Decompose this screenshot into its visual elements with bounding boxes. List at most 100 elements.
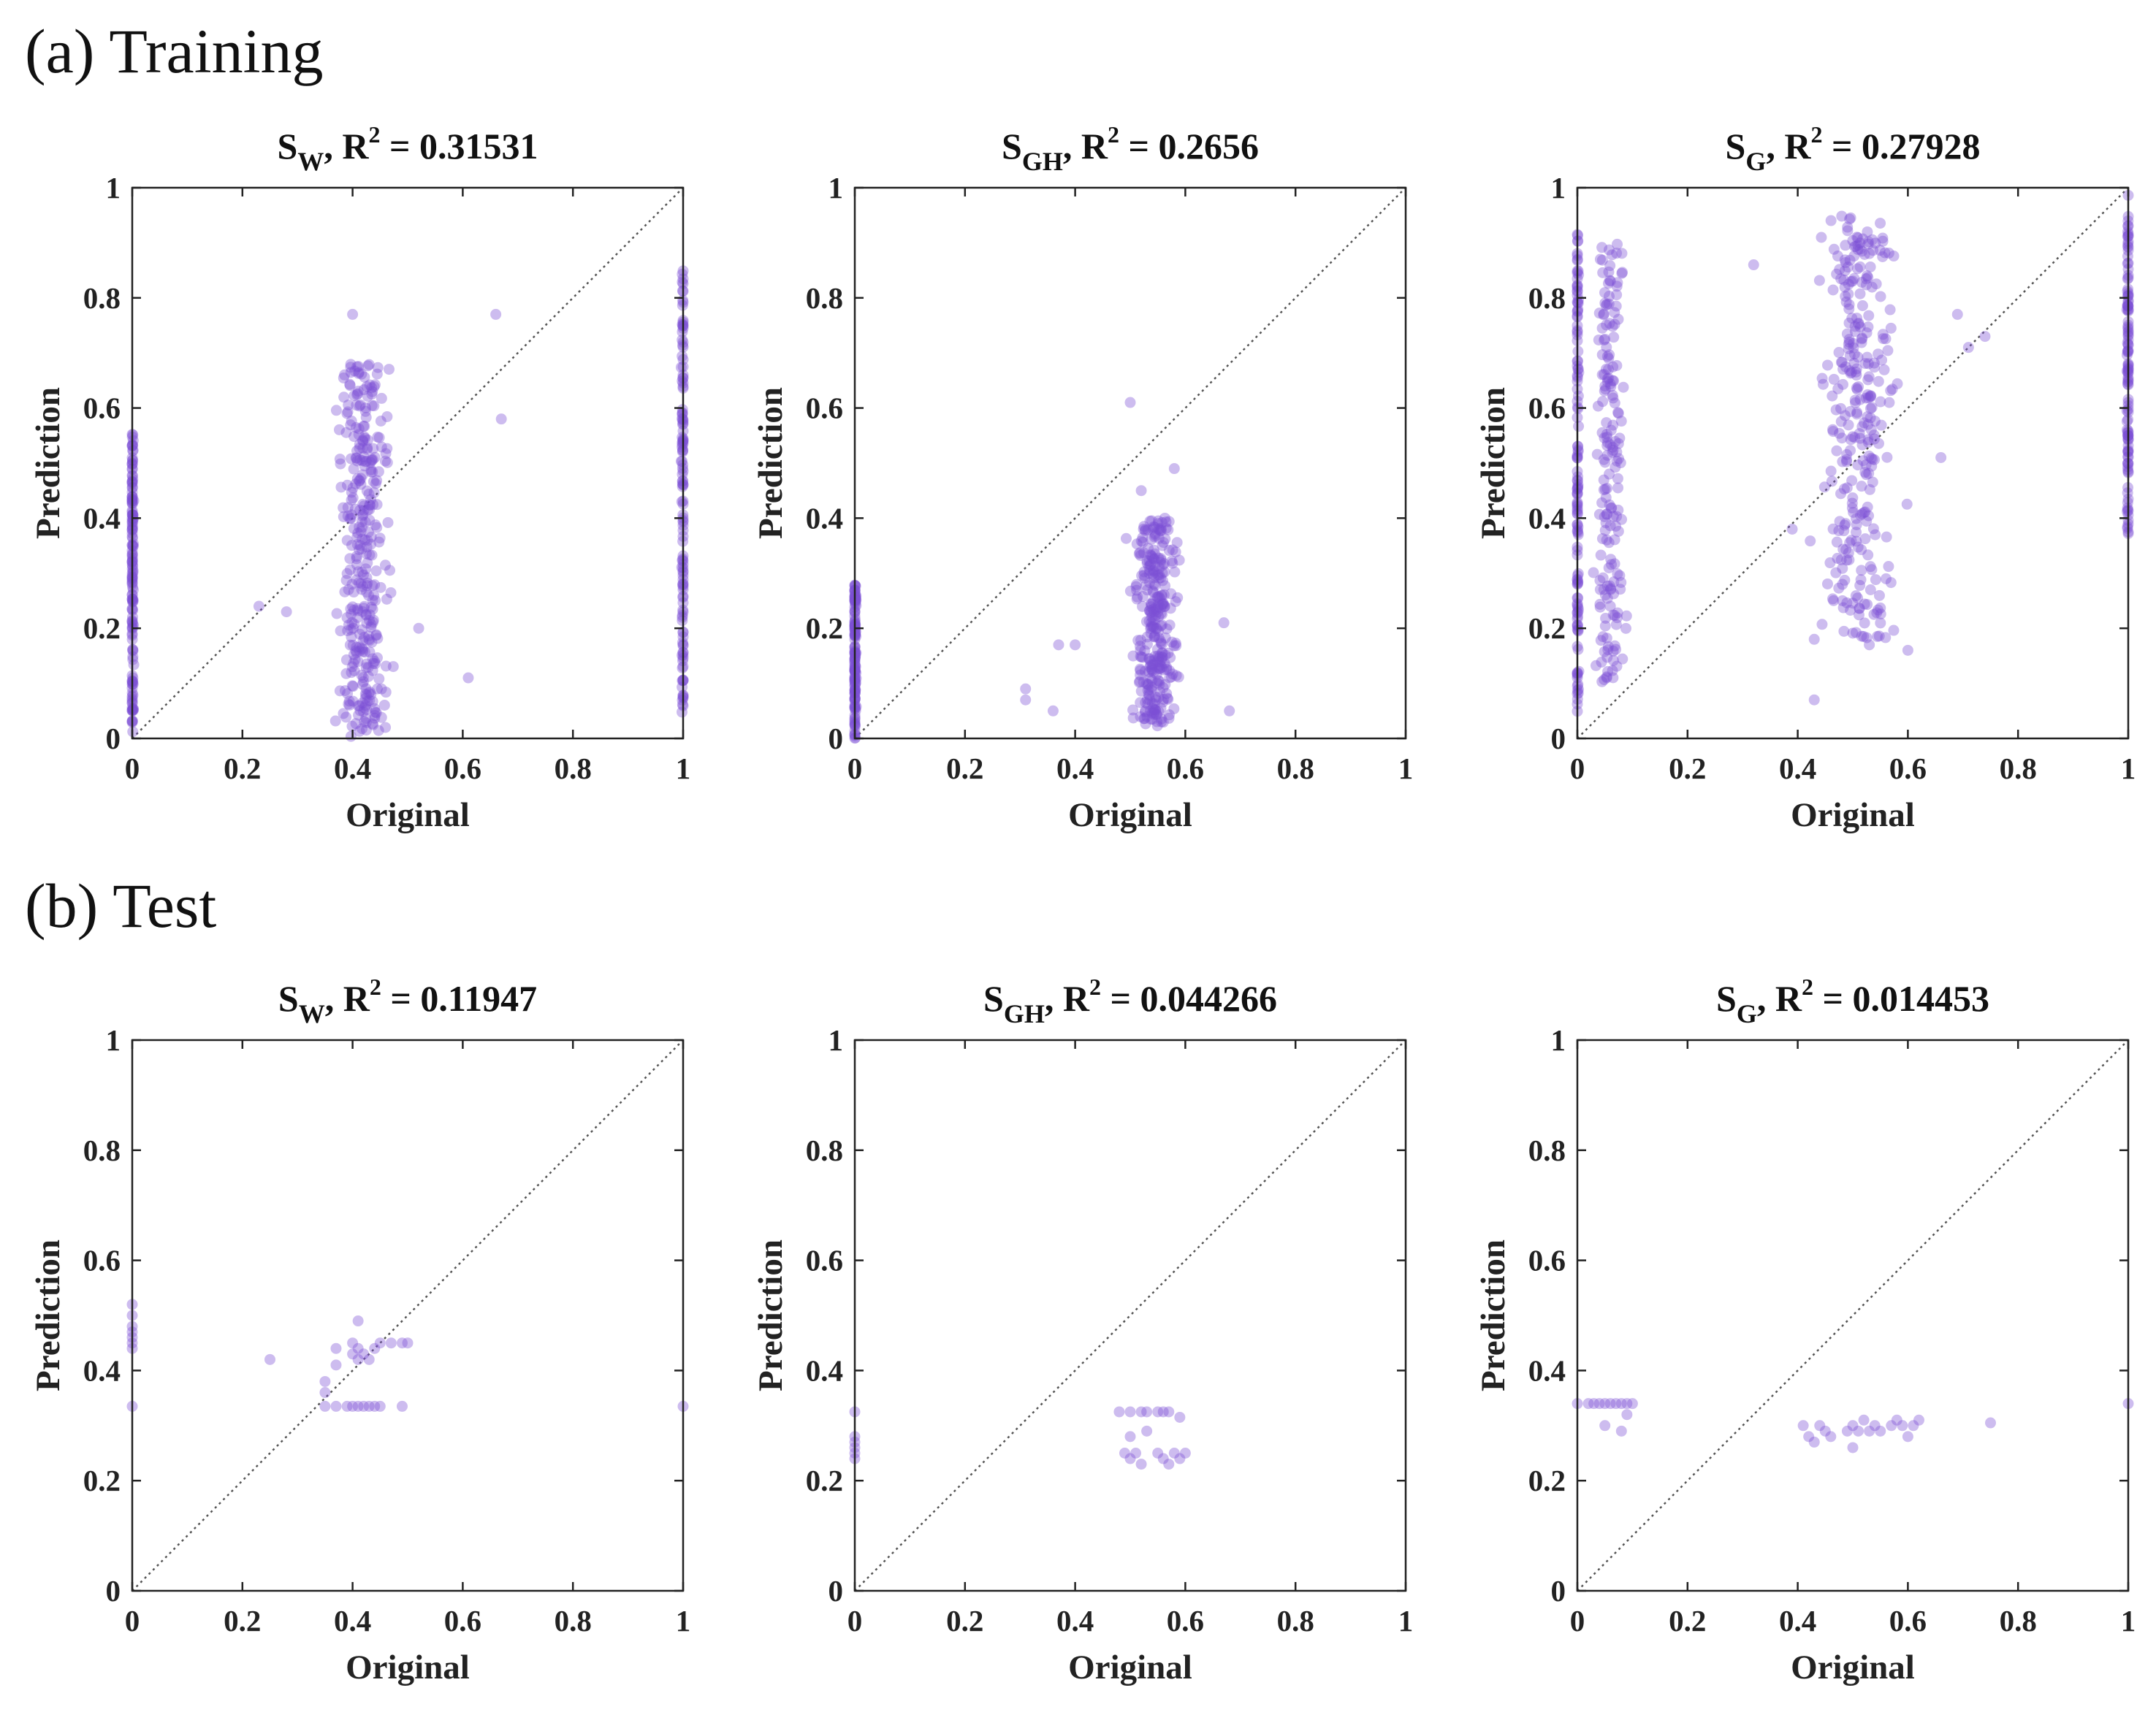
data-point: [1849, 321, 1861, 332]
data-point: [1864, 412, 1876, 424]
scatter-panel-test-w: SW, R2 = 0.11947 0 0.2 0.4 0.6 0.8 1 0 0.2 0.4 0.6…: [29, 974, 690, 1686]
data-point: [1151, 708, 1162, 720]
data-point: [1597, 396, 1609, 408]
data-point: [1611, 455, 1623, 467]
data-point: [1846, 497, 1858, 509]
x-axis-label: Original: [346, 1648, 470, 1686]
data-point: [343, 399, 354, 410]
data-point: [1866, 460, 1878, 472]
data-point: [1148, 622, 1159, 633]
data-point: [1156, 654, 1167, 665]
data-point: [353, 423, 365, 435]
data-point: [1822, 359, 1834, 371]
data-point: [1149, 631, 1160, 643]
data-point: [1603, 298, 1615, 310]
data-point: [1881, 573, 1892, 584]
data-points: [126, 265, 689, 742]
data-point: [1608, 588, 1620, 600]
data-point: [1135, 685, 1147, 697]
x-tick-label: 1: [1398, 752, 1414, 785]
data-point: [1135, 535, 1147, 547]
data-point: [1612, 568, 1623, 580]
data-point: [1131, 578, 1143, 590]
data-point: [1797, 1420, 1809, 1432]
data-point: [1849, 241, 1861, 253]
data-point: [1170, 546, 1181, 558]
data-point: [1146, 515, 1157, 527]
panel-title: SGH, R2 = 0.044266: [983, 974, 1277, 1028]
data-point: [1601, 432, 1612, 443]
data-point: [380, 448, 392, 459]
data-point: [1137, 652, 1149, 663]
reference-line: [854, 187, 1406, 739]
data-point: [357, 635, 369, 646]
data-point: [1603, 291, 1615, 302]
data-point: [1844, 364, 1856, 376]
data-point: [361, 689, 373, 700]
data-point: [1573, 269, 1585, 280]
data-point: [1152, 650, 1164, 662]
data-point: [1604, 275, 1616, 287]
data-point: [1167, 668, 1178, 680]
data-point: [1157, 559, 1168, 571]
data-point: [1151, 656, 1163, 668]
data-point: [1599, 335, 1610, 346]
title-superscript: 2: [1802, 974, 1813, 1000]
data-point: [1174, 1411, 1186, 1423]
data-point: [360, 662, 372, 673]
data-point: [1839, 281, 1851, 293]
data-point: [677, 413, 688, 424]
data-point: [367, 443, 379, 454]
data-point: [358, 505, 370, 516]
data-point: [1151, 716, 1163, 727]
y-tick-label: 0: [106, 1574, 121, 1608]
data-point: [370, 658, 381, 670]
x-tick-label: 0.6: [1167, 752, 1204, 785]
data-point: [1840, 257, 1851, 269]
data-point: [340, 427, 352, 438]
data-point: [1851, 407, 1863, 419]
data-point: [356, 669, 367, 681]
data-point: [1134, 663, 1146, 675]
data-point: [363, 488, 375, 500]
data-point: [351, 559, 362, 570]
data-point: [1146, 665, 1158, 676]
data-point: [1143, 679, 1154, 690]
data-point: [1864, 584, 1876, 595]
data-point: [1145, 655, 1157, 667]
data-point: [364, 379, 376, 391]
data-point: [1902, 644, 1913, 656]
data-point: [1604, 468, 1615, 480]
data-point: [1860, 273, 1872, 285]
data-point: [357, 706, 369, 717]
data-point: [366, 382, 378, 394]
data-point: [362, 535, 373, 546]
data-point: [1163, 709, 1175, 721]
data-point: [1149, 654, 1160, 666]
data-point: [366, 636, 378, 648]
data-point: [1612, 238, 1623, 250]
data-point: [1593, 1398, 1605, 1410]
data-point: [1143, 568, 1155, 579]
data-point: [346, 509, 357, 521]
data-point: [374, 1400, 386, 1412]
data-point: [1816, 232, 1827, 243]
data-point: [1157, 652, 1168, 663]
data-point: [1851, 408, 1863, 420]
data-point: [1621, 1398, 1633, 1410]
data-point: [2121, 416, 2133, 427]
data-point: [1047, 705, 1059, 717]
data-point: [1599, 484, 1611, 495]
data-point: [1598, 484, 1610, 496]
data-point: [361, 580, 373, 592]
data-point: [330, 1359, 342, 1371]
data-point: [1154, 660, 1166, 671]
data-point: [358, 384, 370, 396]
data-point: [1150, 694, 1162, 706]
data-point: [1138, 713, 1150, 725]
data-point: [1841, 482, 1853, 494]
data-point: [1601, 298, 1613, 310]
data-point: [356, 642, 367, 654]
data-point: [1892, 378, 1903, 389]
